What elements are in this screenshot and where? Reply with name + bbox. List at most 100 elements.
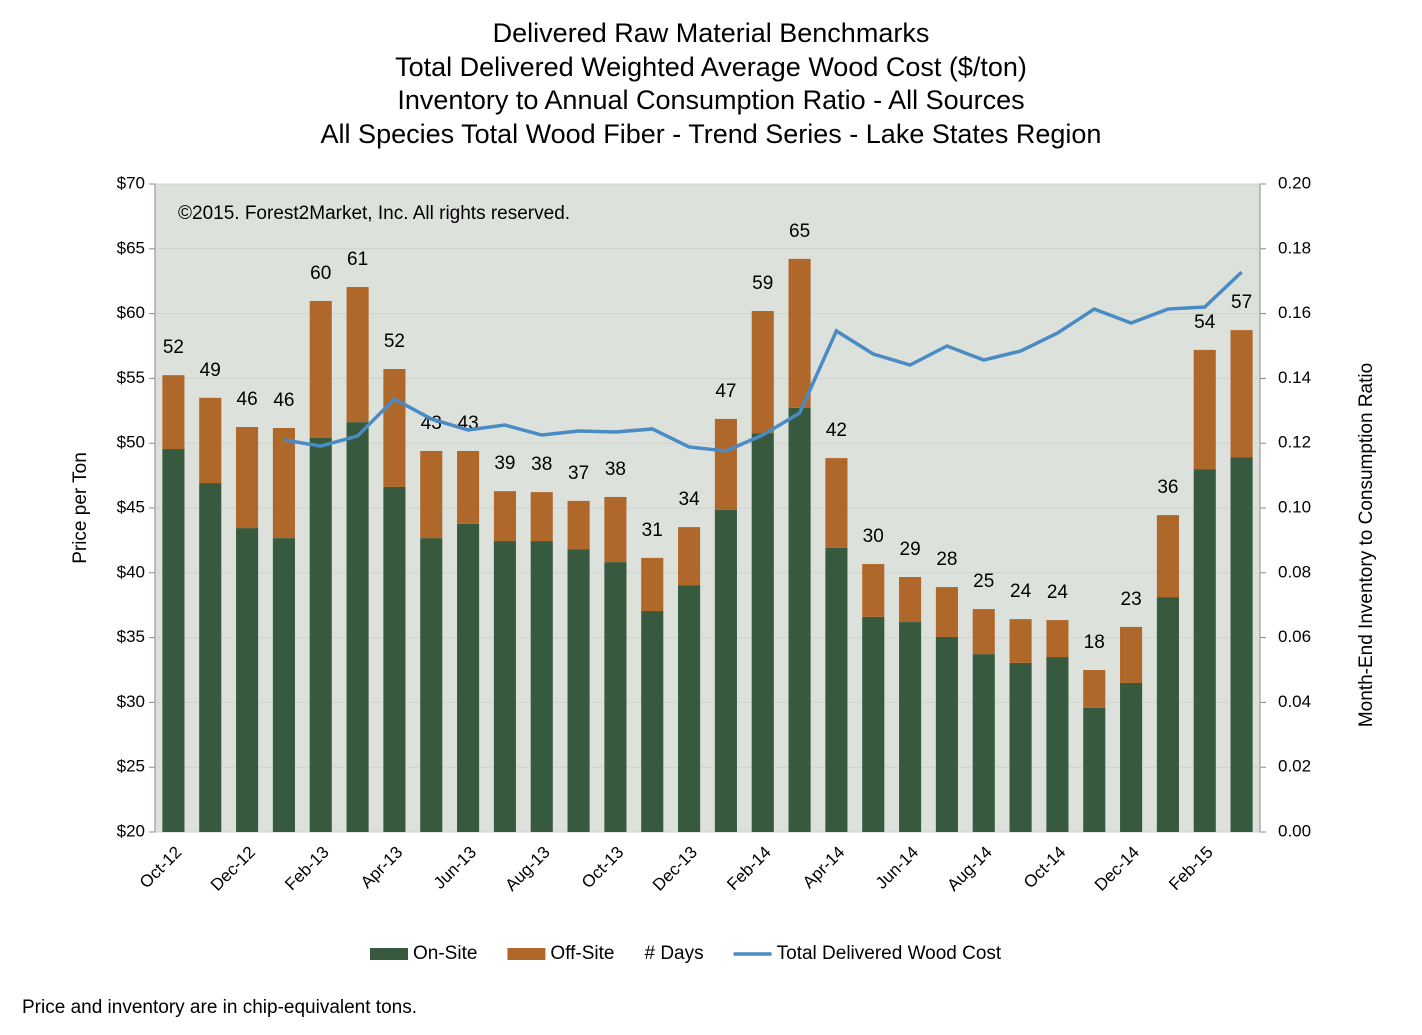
x-tick-label: Apr-13 [357,843,407,893]
x-tick-label: Aug-13 [502,843,554,895]
x-tick-label: Aug-14 [944,843,996,895]
bar-segment [862,564,885,617]
y-tick-label: $20 [117,821,145,840]
bar-segment [199,397,222,484]
bar-segment [751,433,774,832]
data-label: 47 [715,381,736,402]
data-label: 52 [163,337,184,358]
bar-segment [1230,330,1253,458]
legend-swatch [507,948,546,960]
data-label: 59 [752,273,773,294]
chart-title: All Species Total Wood Fiber - Trend Ser… [321,119,1102,149]
chart-title: Total Delivered Weighted Average Wood Co… [395,52,1027,82]
bar-segment [567,549,590,832]
data-label: 31 [642,520,663,541]
bar-segment [862,616,885,832]
y-tick-label: $65 [117,238,145,257]
bar-segment [420,450,443,539]
y-axis-title: Price per Ton [70,452,91,564]
y-tick-label: $50 [117,433,145,452]
y2-tick-label: 0.06 [1278,627,1311,646]
bar-segment [604,562,627,832]
data-label: 30 [863,526,884,547]
bar-segment [567,500,590,550]
bar-segment [935,587,958,637]
bar-segment [236,528,259,832]
y-tick-label: $30 [117,692,145,711]
data-label: 46 [237,389,258,410]
bar-segment [457,450,480,524]
data-label: 61 [347,249,368,270]
bar-segment [678,585,701,832]
data-label: 46 [273,390,294,411]
y-tick-label: $55 [117,368,145,387]
bar-segment [162,449,185,832]
bar-segment [899,577,922,623]
data-label: 24 [1047,582,1069,603]
bar-segment [346,422,369,832]
annotation: ©2015. Forest2Market, Inc. All rights re… [178,203,570,224]
y-tick-label: $45 [117,497,145,516]
y2-tick-label: 0.08 [1278,562,1311,581]
y2-axis-title: Month-End Inventory to Consumption Ratio [1356,363,1377,727]
bar-segment [530,492,553,542]
y-tick-label: $25 [117,757,145,776]
bar-segment [641,611,664,832]
bar-segment [309,300,332,439]
x-tick-label: Jun-14 [872,843,922,893]
y2-tick-label: 0.00 [1278,821,1311,840]
bar-segment [1120,626,1143,683]
bar-segment [383,369,406,487]
data-label: 25 [973,571,994,592]
bar-segment [825,547,848,832]
bar-segment [309,438,332,832]
data-label: 29 [900,539,921,560]
data-label: 52 [384,331,405,352]
y2-tick-label: 0.10 [1278,497,1311,516]
data-label: 38 [531,454,552,475]
y2-tick-label: 0.14 [1278,368,1311,387]
data-label: 65 [789,221,810,242]
data-label: 60 [310,263,331,284]
bar-segment [1193,349,1216,470]
bar-segment [899,622,922,832]
x-tick-label: Oct-13 [578,843,628,893]
x-tick-label: Feb-13 [281,843,333,895]
data-label: 39 [494,453,515,474]
bar-segment [1009,619,1032,663]
y-tick-label: $60 [117,303,145,322]
x-tick-label: Dec-14 [1091,843,1143,895]
bar-segment [788,258,811,408]
data-label: 43 [421,413,442,434]
legend-label: Off-Site [550,943,614,964]
bar-segment [604,496,627,563]
bar-segment [493,491,516,542]
bar-segment [1156,515,1179,598]
bar-segment [1083,670,1106,708]
bar-segment [420,538,443,832]
bar-segment [457,523,480,832]
y-tick-label: $40 [117,562,145,581]
x-tick-label: Feb-14 [723,843,775,895]
data-label: 42 [826,420,847,441]
legend-label: Total Delivered Wood Cost [777,943,1002,964]
data-label: 38 [605,459,626,480]
bar-segment [1083,707,1106,832]
x-tick-label: Jun-13 [430,843,480,893]
bar-segment [383,486,406,832]
legend-label: # Days [644,943,703,964]
x-tick-label: Oct-14 [1020,843,1070,893]
bar-segment [236,427,259,529]
bar-segment [972,654,995,832]
bar-segment [1009,662,1032,832]
data-label: 37 [568,463,589,484]
bar-segment [1046,657,1069,832]
data-label: 28 [936,549,957,570]
bar-segment [199,483,222,832]
data-label: 49 [200,360,221,381]
bar-segment [825,458,848,548]
bar-segment [1120,682,1143,832]
bar-segment [714,418,737,510]
footnote: Price and inventory are in chip-equivale… [22,997,417,1018]
